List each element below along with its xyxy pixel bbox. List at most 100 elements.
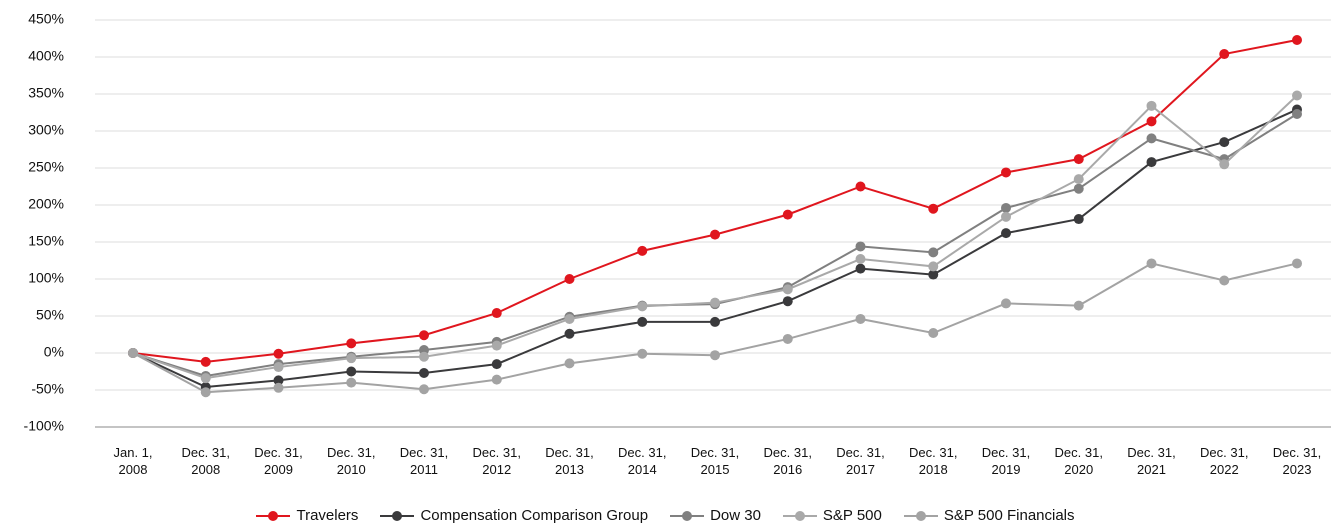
data-point: [637, 316, 648, 327]
chart: -100% -50% 0% 50% 100% 150% 200% 250% 300% 350% 40…: [24, 11, 1331, 434]
y-tick-label: 0%: [44, 344, 64, 360]
data-point: [1146, 116, 1157, 127]
data-point: [346, 353, 357, 364]
data-point: [1073, 174, 1084, 185]
data-point: [1219, 137, 1230, 148]
y-tick-label: 250%: [28, 159, 64, 175]
data-point: [855, 241, 866, 252]
data-point: [928, 328, 939, 339]
data-point: [1001, 167, 1011, 178]
x-tick-label: Jan. 1, 2008: [113, 445, 153, 477]
x-tick-label: Dec. 31, 2020: [1054, 445, 1103, 477]
x-tick-label: Dec. 31, 2021: [1127, 445, 1176, 477]
data-point: [128, 348, 138, 358]
data-point: [564, 313, 575, 324]
data-point: [491, 359, 502, 370]
data-point: [1219, 49, 1230, 60]
legend-marker: [392, 510, 403, 521]
data-point: [1292, 90, 1302, 101]
data-point: [491, 374, 502, 385]
data-point: [200, 373, 211, 384]
data-point: [419, 351, 429, 362]
legend-item: Travelers: [256, 507, 358, 524]
y-tick-label: -50%: [31, 381, 64, 397]
data-point: [782, 284, 793, 295]
data-point: [1219, 159, 1230, 170]
x-tick-label: Dec. 31, 2019: [981, 445, 1031, 477]
legend-swatch: [256, 510, 291, 521]
x-tick-label: Dec. 31, 2017: [836, 445, 885, 477]
y-tick-label: 200%: [28, 196, 64, 212]
legend-label: Compensation Comparison Group: [420, 507, 649, 524]
legend-marker: [268, 510, 279, 521]
y-tick-label: 300%: [28, 122, 64, 138]
data-point: [419, 330, 429, 341]
legend-swatch: [903, 510, 938, 521]
data-point: [419, 367, 429, 378]
x-tick-label: Dec. 31, 2016: [763, 445, 812, 477]
data-point: [637, 348, 648, 359]
y-tick-label: 400%: [28, 48, 64, 64]
data-point: [1292, 258, 1302, 269]
data-point: [710, 350, 720, 361]
data-point: [1073, 154, 1084, 165]
data-point: [928, 203, 939, 214]
legend-marker: [794, 510, 805, 521]
data-point: [710, 229, 720, 240]
legend-label: S&P 500 Financials: [943, 507, 1075, 524]
data-point: [1001, 211, 1011, 222]
data-point: [1001, 228, 1011, 239]
data-point: [1001, 202, 1011, 213]
y-tick-label: 50%: [36, 307, 64, 323]
x-tick-label: Dec. 31, 2013: [545, 445, 594, 477]
data-point: [855, 254, 866, 265]
x-tick-label: Dec. 31, 2018: [909, 445, 958, 477]
x-tick-label: Dec. 31, 2023: [1272, 445, 1322, 477]
legend-label: Dow 30: [710, 507, 761, 524]
data-point: [419, 384, 429, 395]
data-point: [855, 313, 866, 324]
data-point: [1073, 183, 1084, 194]
y-tick-label: 100%: [28, 270, 64, 286]
data-point: [346, 338, 357, 349]
x-tick-label: Dec. 31, 2010: [327, 445, 376, 477]
data-point: [1292, 108, 1302, 119]
data-point: [637, 245, 648, 256]
legend-swatch: [782, 510, 817, 521]
x-tick-label: Dec. 31, 2015: [690, 445, 740, 477]
data-point: [1146, 157, 1157, 168]
y-tick-label: 150%: [28, 233, 64, 249]
data-point: [273, 362, 284, 373]
legend-item: S&P 500 Financials: [903, 507, 1075, 524]
data-point: [855, 263, 866, 274]
legend-item: S&P 500: [782, 507, 882, 524]
data-point: [273, 348, 284, 359]
series-line: [132, 38, 1298, 363]
x-tick-label: Dec. 31, 2009: [254, 445, 303, 477]
data-point: [710, 316, 720, 327]
data-point: [928, 261, 939, 272]
legend-swatch: [380, 510, 415, 521]
data-point: [1001, 298, 1011, 309]
x-tick-label: Dec. 31, 2011: [399, 445, 449, 477]
data-point: [564, 274, 575, 284]
legend: Travelers Compensation Comparison Group Do…: [0, 507, 1331, 524]
series-line: [132, 262, 1298, 394]
data-point: [1292, 34, 1302, 45]
data-point: [491, 308, 502, 319]
legend-label: Travelers: [296, 507, 359, 524]
data-point: [928, 269, 939, 280]
data-point: [273, 375, 284, 386]
x-tick-label: Dec. 31, 2008: [181, 445, 230, 477]
data-point: [564, 328, 575, 339]
data-point: [491, 340, 502, 351]
data-point: [1146, 133, 1157, 144]
data-point: [1073, 300, 1084, 311]
data-point: [928, 247, 939, 258]
y-tick-label: -100%: [24, 418, 64, 434]
y-tick-label: 350%: [28, 85, 64, 101]
legend-label: S&P 500: [822, 507, 882, 524]
legend-item: Compensation Comparison Group: [380, 507, 648, 524]
data-point: [346, 366, 357, 377]
